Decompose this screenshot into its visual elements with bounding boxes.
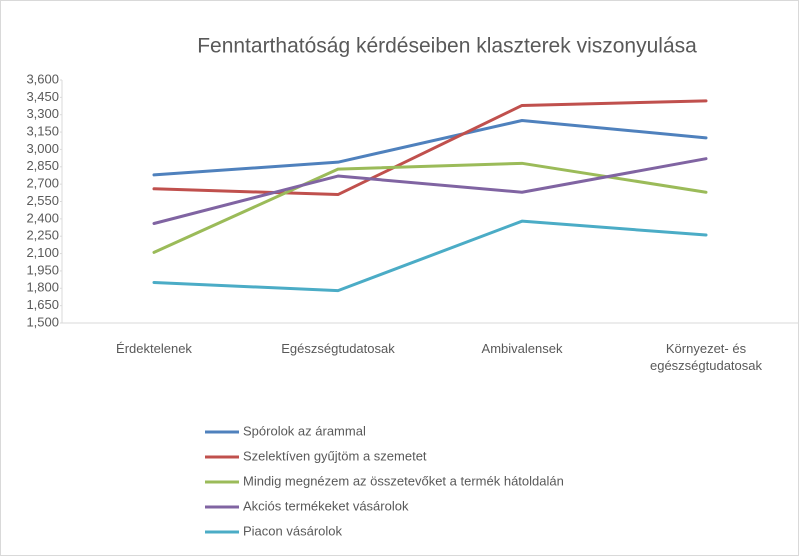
y-tick-label: 2,250 [26, 228, 59, 243]
legend-label: Piacon vásárolok [243, 523, 342, 538]
legend-label: Szelektíven gyűjtöm a szemetet [243, 448, 427, 463]
line-series [152, 157, 708, 225]
line-series [152, 219, 708, 293]
x-tick-label: Ambivalensek [481, 341, 563, 356]
line-series [152, 99, 708, 197]
y-tick-label: 3,150 [26, 124, 59, 139]
x-tick-label: Környezet- és egészségtudatosak [649, 341, 763, 373]
y-tick-label: 3,450 [26, 89, 59, 104]
y-tick-label: 2,400 [26, 210, 59, 225]
y-tick-label: 1,950 [26, 262, 59, 277]
y-tick-label: 3,600 [26, 71, 59, 86]
y-tick-label: 1,500 [26, 314, 59, 329]
legend-label: Mindig megnézem az összetevőket a termék… [243, 473, 564, 488]
chart-title: Fenntarthatóság kérdéseiben klaszterek v… [197, 35, 697, 58]
legend-label: Spórolok az árammal [243, 423, 366, 438]
y-tick-label: 3,000 [26, 141, 59, 156]
x-tick-label: Érdektelenek [116, 341, 192, 356]
y-tick-label: 2,100 [26, 245, 59, 260]
legend-label: Akciós termékeket vásárolok [243, 498, 409, 513]
y-tick-label: 2,550 [26, 193, 59, 208]
y-tick-label: 1,800 [26, 280, 59, 295]
y-tick-label: 2,700 [26, 176, 59, 191]
y-tick-label: 3,300 [26, 106, 59, 121]
y-tick-label: 2,850 [26, 158, 59, 173]
line-series [152, 161, 708, 254]
line-series [152, 119, 708, 177]
x-tick-label: Egészségtudatosak [281, 341, 395, 356]
y-tick-label: 1,650 [26, 297, 59, 312]
